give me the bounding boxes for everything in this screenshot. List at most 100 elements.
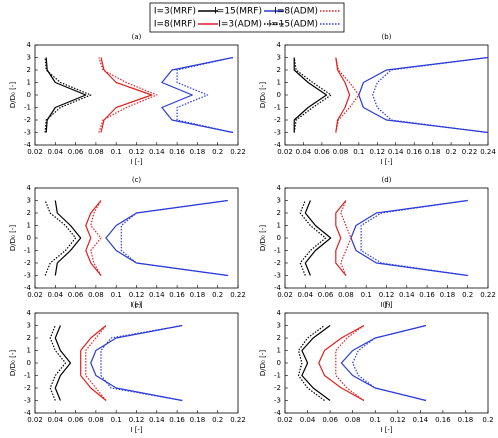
x-tick-label: 0.22 [480, 291, 496, 299]
x-tick-label: 0.14 [149, 416, 165, 424]
x-tick-label: 0.02 [277, 291, 293, 299]
series-line [335, 57, 360, 133]
y-tick-label: -1 [274, 104, 281, 112]
y-tick-label: -3 [274, 129, 281, 137]
series-line [85, 325, 107, 401]
y-tick-label: -1 [24, 247, 31, 255]
y-tick-label: -4 [24, 141, 32, 149]
x-tick-label: 0.16 [169, 291, 185, 299]
x-tick-label: 0.2 [212, 416, 223, 424]
x-tick-label: 0.08 [88, 148, 104, 156]
x-tick-label: 0.2 [482, 416, 493, 424]
series-line [100, 324, 183, 402]
y-tick-label: 0 [277, 234, 281, 242]
x-axis-label: I [-] [130, 158, 143, 166]
x-tick-label: 0.02 [277, 416, 293, 424]
y-axis-label: D/D₀ [-] [259, 350, 267, 376]
series-line [297, 325, 325, 401]
panel-label: (e) [132, 301, 142, 309]
x-tick-label: 0.04 [48, 416, 64, 424]
y-tick-label: 2 [27, 66, 31, 74]
x-tick-label: 0.08 [345, 416, 361, 424]
y-tick-label: -3 [24, 397, 31, 405]
x-tick-label: 0.16 [406, 148, 422, 156]
x-tick-label: 0.18 [440, 291, 456, 299]
y-tick-label: 1 [277, 79, 281, 87]
y-axis-label: D/D₀ [-] [9, 350, 17, 376]
x-tick-label: 0.02 [27, 291, 43, 299]
plot-frame [284, 312, 489, 414]
series-line [44, 57, 92, 133]
panel-label: (a) [132, 33, 142, 41]
y-tick-label: 1 [277, 347, 281, 355]
series-line [105, 199, 228, 277]
legend-label: I=8(ADM) [274, 7, 318, 17]
series-line [293, 57, 332, 133]
y-tick-label: -1 [24, 372, 31, 380]
x-tick-label: 0.06 [322, 416, 338, 424]
x-axis-label: I [-] [130, 426, 143, 434]
y-tick-label: -1 [274, 372, 281, 380]
y-tick-label: 4 [27, 184, 32, 192]
series-line [350, 199, 468, 277]
x-axis-label: I [-] [380, 158, 393, 166]
y-tick-label: 4 [27, 41, 32, 49]
y-tick-label: -4 [24, 284, 32, 292]
x-tick-label: 0.06 [68, 291, 84, 299]
series-line [90, 200, 102, 276]
y-tick-label: -1 [274, 247, 281, 255]
y-tick-label: -3 [274, 272, 281, 280]
y-tick-label: -3 [24, 129, 31, 137]
y-tick-label: 0 [27, 359, 31, 367]
series-line [293, 57, 328, 133]
y-tick-label: 4 [277, 184, 282, 192]
x-tick-label: 0.2 [212, 291, 223, 299]
x-tick-label: 0.08 [88, 416, 104, 424]
y-tick-label: -4 [24, 409, 32, 417]
y-tick-label: -4 [274, 141, 282, 149]
series-line [301, 325, 331, 401]
x-tick-label: 0.12 [390, 416, 406, 424]
x-tick-label: 0.16 [169, 416, 185, 424]
x-tick-label: 0.14 [413, 416, 429, 424]
x-tick-label: 0.14 [388, 148, 404, 156]
y-tick-label: 0 [277, 359, 281, 367]
series-line [318, 324, 365, 402]
panel-label: (d) [382, 176, 392, 184]
x-tick-label: 0.02 [277, 148, 293, 156]
x-tick-label: 0.22 [230, 291, 246, 299]
y-tick-label: -3 [274, 397, 281, 405]
x-tick-label: 0.22 [230, 148, 246, 156]
x-tick-label: 0.02 [27, 148, 43, 156]
y-axis-label: D/D₀ [-] [9, 225, 17, 251]
series-line [80, 325, 107, 401]
x-tick-label: 0.04 [48, 291, 64, 299]
x-tick-label: 0.06 [68, 148, 84, 156]
series-line [120, 199, 228, 277]
y-tick-label: 2 [27, 209, 31, 217]
y-tick-label: -2 [274, 116, 281, 124]
series-line [161, 56, 234, 134]
series-line [45, 57, 87, 133]
x-tick-label: 0.2 [462, 291, 473, 299]
legend-label: I=3(MRF) [154, 7, 196, 17]
y-tick-label: -4 [274, 284, 282, 292]
x-tick-label: 0.1 [353, 148, 364, 156]
x-tick-label: 0.04 [300, 416, 316, 424]
x-tick-label: 0.16 [169, 148, 185, 156]
x-tick-label: 0.22 [230, 416, 246, 424]
x-tick-label: 0.12 [369, 148, 385, 156]
series-line [340, 200, 352, 276]
x-tick-label: 0.12 [129, 291, 145, 299]
y-tick-label: 1 [27, 347, 31, 355]
x-tick-label: 0.12 [129, 148, 145, 156]
x-tick-label: 0.06 [68, 416, 84, 424]
y-tick-label: 3 [27, 54, 31, 62]
y-tick-label: -2 [24, 259, 31, 267]
x-axis-label: I [-] [380, 426, 393, 434]
x-tick-label: 0.08 [338, 291, 354, 299]
y-tick-label: -2 [274, 384, 281, 392]
y-tick-label: 4 [277, 309, 282, 317]
series-line [352, 324, 427, 402]
x-tick-label: 0.24 [480, 148, 496, 156]
